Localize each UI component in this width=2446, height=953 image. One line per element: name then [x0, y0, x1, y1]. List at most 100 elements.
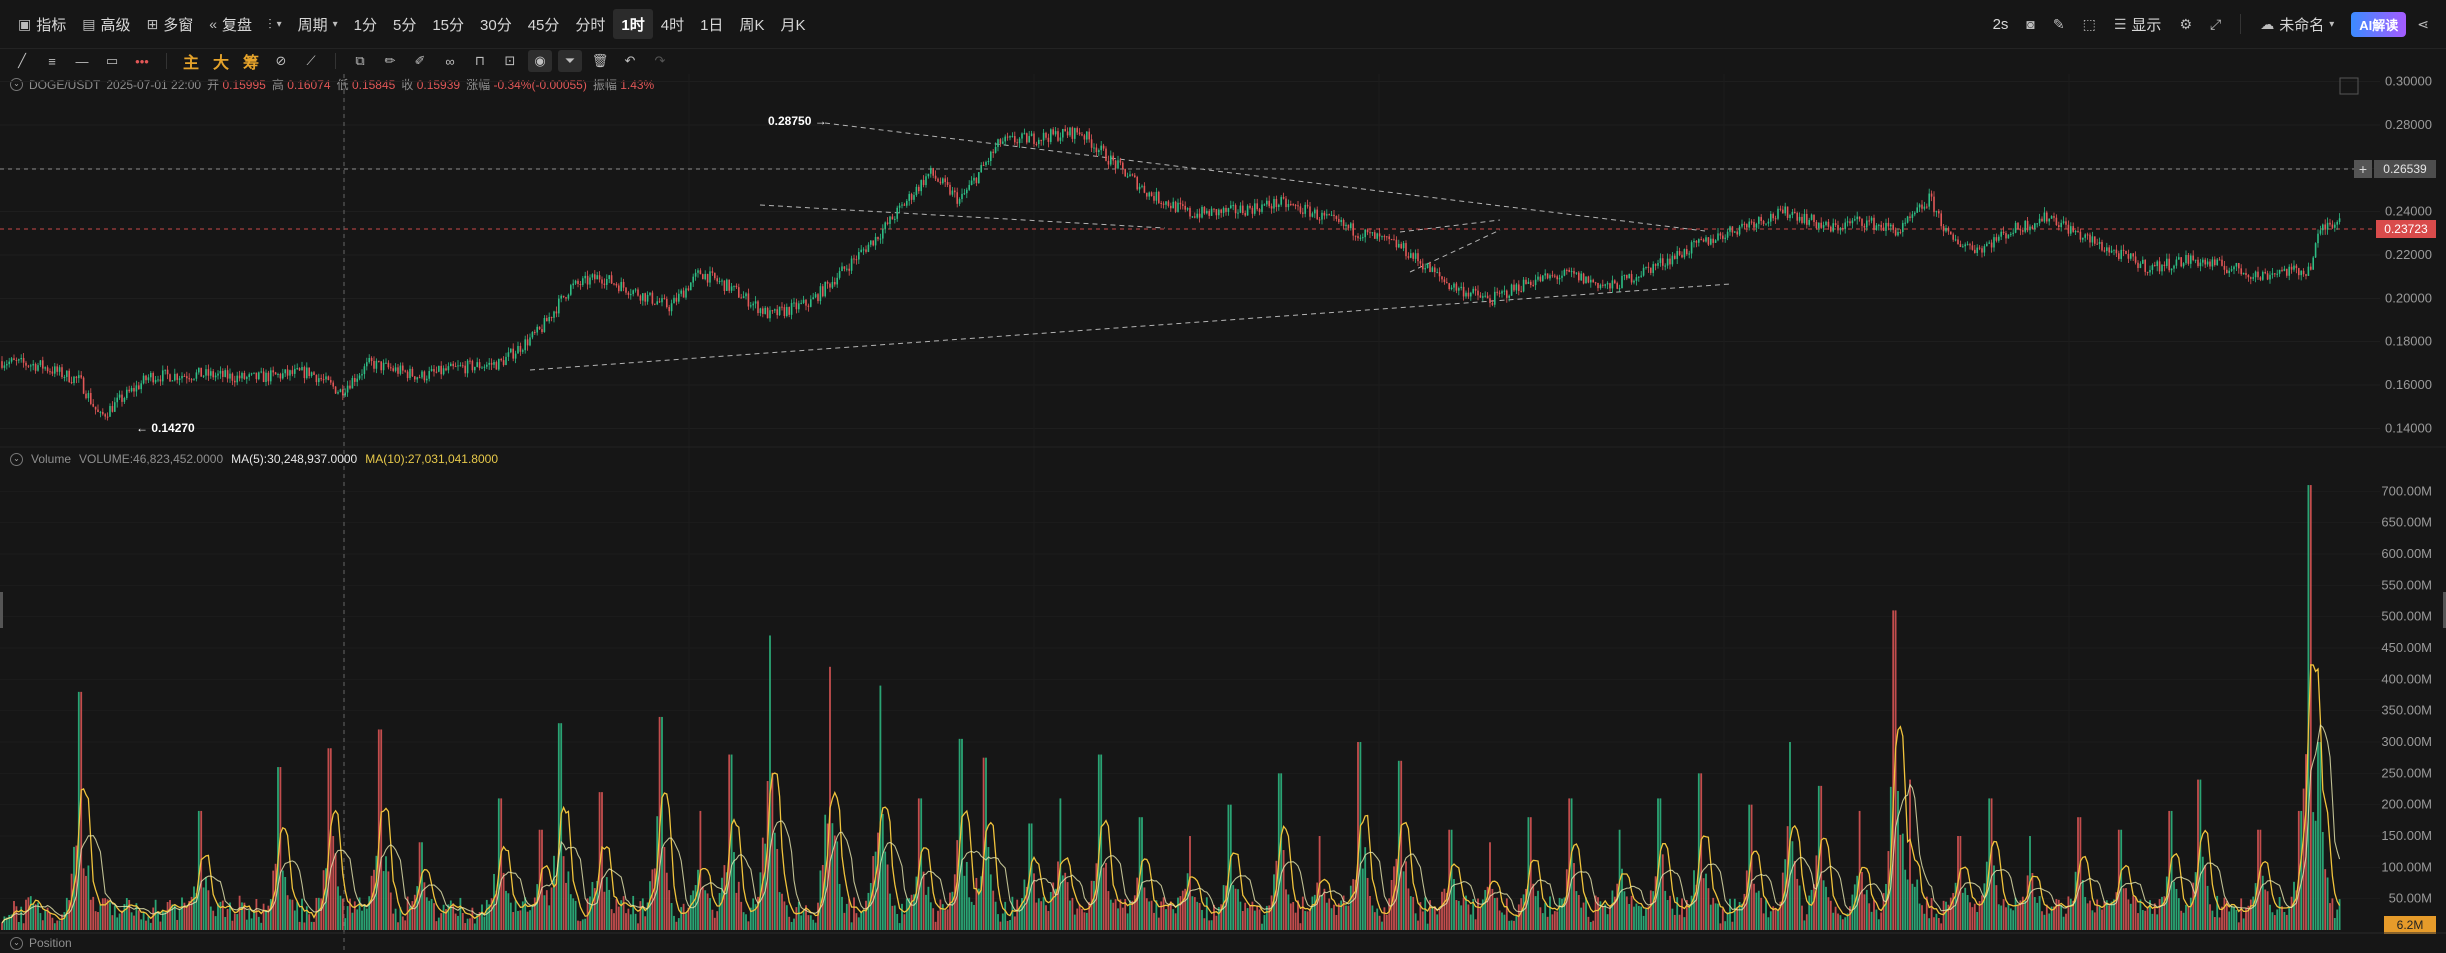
period-30m[interactable]: 30分 [480, 16, 512, 34]
layout-dropdown[interactable]: ☁ 未命名 ▾ [2253, 9, 2341, 39]
volume-bar [2089, 900, 2091, 930]
chip-tag[interactable]: 筹 [242, 55, 259, 72]
period-4h[interactable]: 4时 [660, 16, 685, 34]
candle-body [421, 371, 423, 378]
candlestick-icon: ⫶ [268, 15, 272, 32]
indicator-button[interactable]: ▣ 指标 [10, 9, 74, 39]
volume-bar [1940, 923, 1943, 930]
candle-body [1050, 129, 1052, 142]
candle-body [774, 309, 776, 311]
rect-tool[interactable]: ▭ [100, 50, 124, 72]
volume-bar [910, 894, 913, 930]
candle-body [1986, 243, 1988, 247]
candle-body [495, 362, 498, 370]
display-button[interactable]: ☰ 显示 [2107, 9, 2169, 39]
period-1h[interactable]: 1时 [613, 9, 653, 39]
replay-button[interactable]: « 复盘 [201, 9, 260, 39]
line-tool[interactable]: ╱ [10, 50, 34, 72]
candle-body [1554, 275, 1556, 277]
ai-interpret-button[interactable]: AI解读 [2351, 11, 2407, 37]
volume-bar [771, 772, 774, 930]
chart-type-button[interactable]: ⫶ ▾ [260, 9, 290, 39]
collapse-icon[interactable]: ⌄ [10, 78, 23, 91]
edit-button[interactable]: ✎ [2046, 9, 2072, 39]
scroll-handle-left[interactable] [0, 592, 3, 628]
candle-body [843, 266, 846, 269]
candle-body [735, 285, 738, 288]
period-timeshare[interactable]: 分时 [575, 16, 606, 34]
candle-body [1566, 269, 1568, 271]
volume-bar [1997, 904, 2000, 930]
filter-tool[interactable]: ⏷ [558, 50, 582, 72]
link-tool[interactable]: ∞ [438, 50, 462, 72]
candle-body [404, 370, 406, 372]
lock-tool[interactable]: ⊓ [468, 50, 492, 72]
copy-tool[interactable]: ⧉ [348, 50, 372, 72]
period-15m[interactable]: 15分 [432, 16, 465, 34]
scroll-handle-right[interactable] [2443, 592, 2446, 628]
period-week[interactable]: 周K [739, 16, 765, 34]
magnet-tool[interactable]: ⊘ [269, 50, 293, 72]
hline-tool[interactable]: — [70, 50, 94, 72]
main-force-tag[interactable]: 主 [182, 55, 199, 72]
candle-body [934, 175, 937, 179]
volume-bar [1450, 829, 1453, 930]
multi-window-button[interactable]: ⊞ 多窗 [139, 9, 202, 39]
select-button[interactable]: ⬚ [2076, 9, 2103, 39]
candle-body [922, 180, 925, 186]
candle-body [2142, 259, 2144, 264]
share-button[interactable]: ⋖ [2410, 9, 2436, 39]
note-tool[interactable]: ⊡ [498, 50, 522, 72]
candle-body [2264, 271, 2266, 274]
volume-bar [257, 916, 260, 930]
settings-button[interactable]: ⚙ [2172, 9, 2199, 39]
parallel-tool[interactable]: ≡ [40, 50, 64, 72]
measure-tool[interactable]: ⟋ [299, 50, 323, 72]
volume-bar [1700, 773, 1703, 930]
candle-body [1731, 226, 1734, 233]
candle-body [190, 379, 193, 381]
candle-body [414, 376, 416, 380]
brush-tool[interactable]: ✏ [378, 50, 402, 72]
volume-bar [1882, 893, 1885, 930]
volume-bar [200, 810, 203, 930]
candle-body [1467, 292, 1470, 297]
collapse-icon[interactable]: ⌄ [10, 936, 23, 950]
candle-body [217, 373, 219, 376]
volume-bar [2305, 754, 2307, 930]
candle-body [183, 375, 186, 377]
volume-bar [805, 905, 807, 930]
refresh-interval[interactable]: 2s [1992, 15, 2009, 33]
volume-bar [742, 912, 745, 930]
period-45m[interactable]: 45分 [527, 16, 560, 34]
volume-bar [1124, 898, 1127, 930]
candle-body [92, 403, 94, 407]
chart-corner-button[interactable] [2339, 77, 2359, 95]
period-1m[interactable]: 1分 [353, 16, 377, 34]
camera-button[interactable]: ◙ [2019, 9, 2041, 39]
volume-bar [2177, 898, 2180, 930]
period-month[interactable]: 月K [780, 16, 806, 34]
undo-button[interactable]: ↶ [618, 50, 642, 72]
volume-bar [725, 872, 728, 930]
delete-tool[interactable]: 🗑 [588, 50, 612, 72]
highlighter-tool[interactable]: ✐ [408, 50, 432, 72]
advanced-button[interactable]: ▤ 高级 [74, 9, 138, 39]
volume-bar [1609, 905, 1611, 930]
eye-tool[interactable]: ◉ [528, 50, 552, 72]
period-dropdown[interactable]: 周期 ▾ [290, 9, 346, 39]
candle-body [512, 348, 514, 359]
volume-bar [536, 884, 539, 930]
volume-bar [2324, 869, 2327, 930]
volume-bar [197, 810, 200, 930]
period-5m[interactable]: 5分 [392, 16, 417, 34]
pattern-tool[interactable]: ••• [130, 50, 154, 72]
fullscreen-button[interactable]: ⤢ [2203, 9, 2228, 39]
period-1d[interactable]: 1日 [700, 16, 724, 34]
collapse-icon[interactable]: ⌄ [10, 452, 23, 466]
volume-bar [711, 909, 714, 930]
redo-button[interactable]: ↷ [648, 50, 672, 72]
big-order-tag[interactable]: 大 [212, 55, 229, 72]
volume-bar [1417, 920, 1419, 930]
